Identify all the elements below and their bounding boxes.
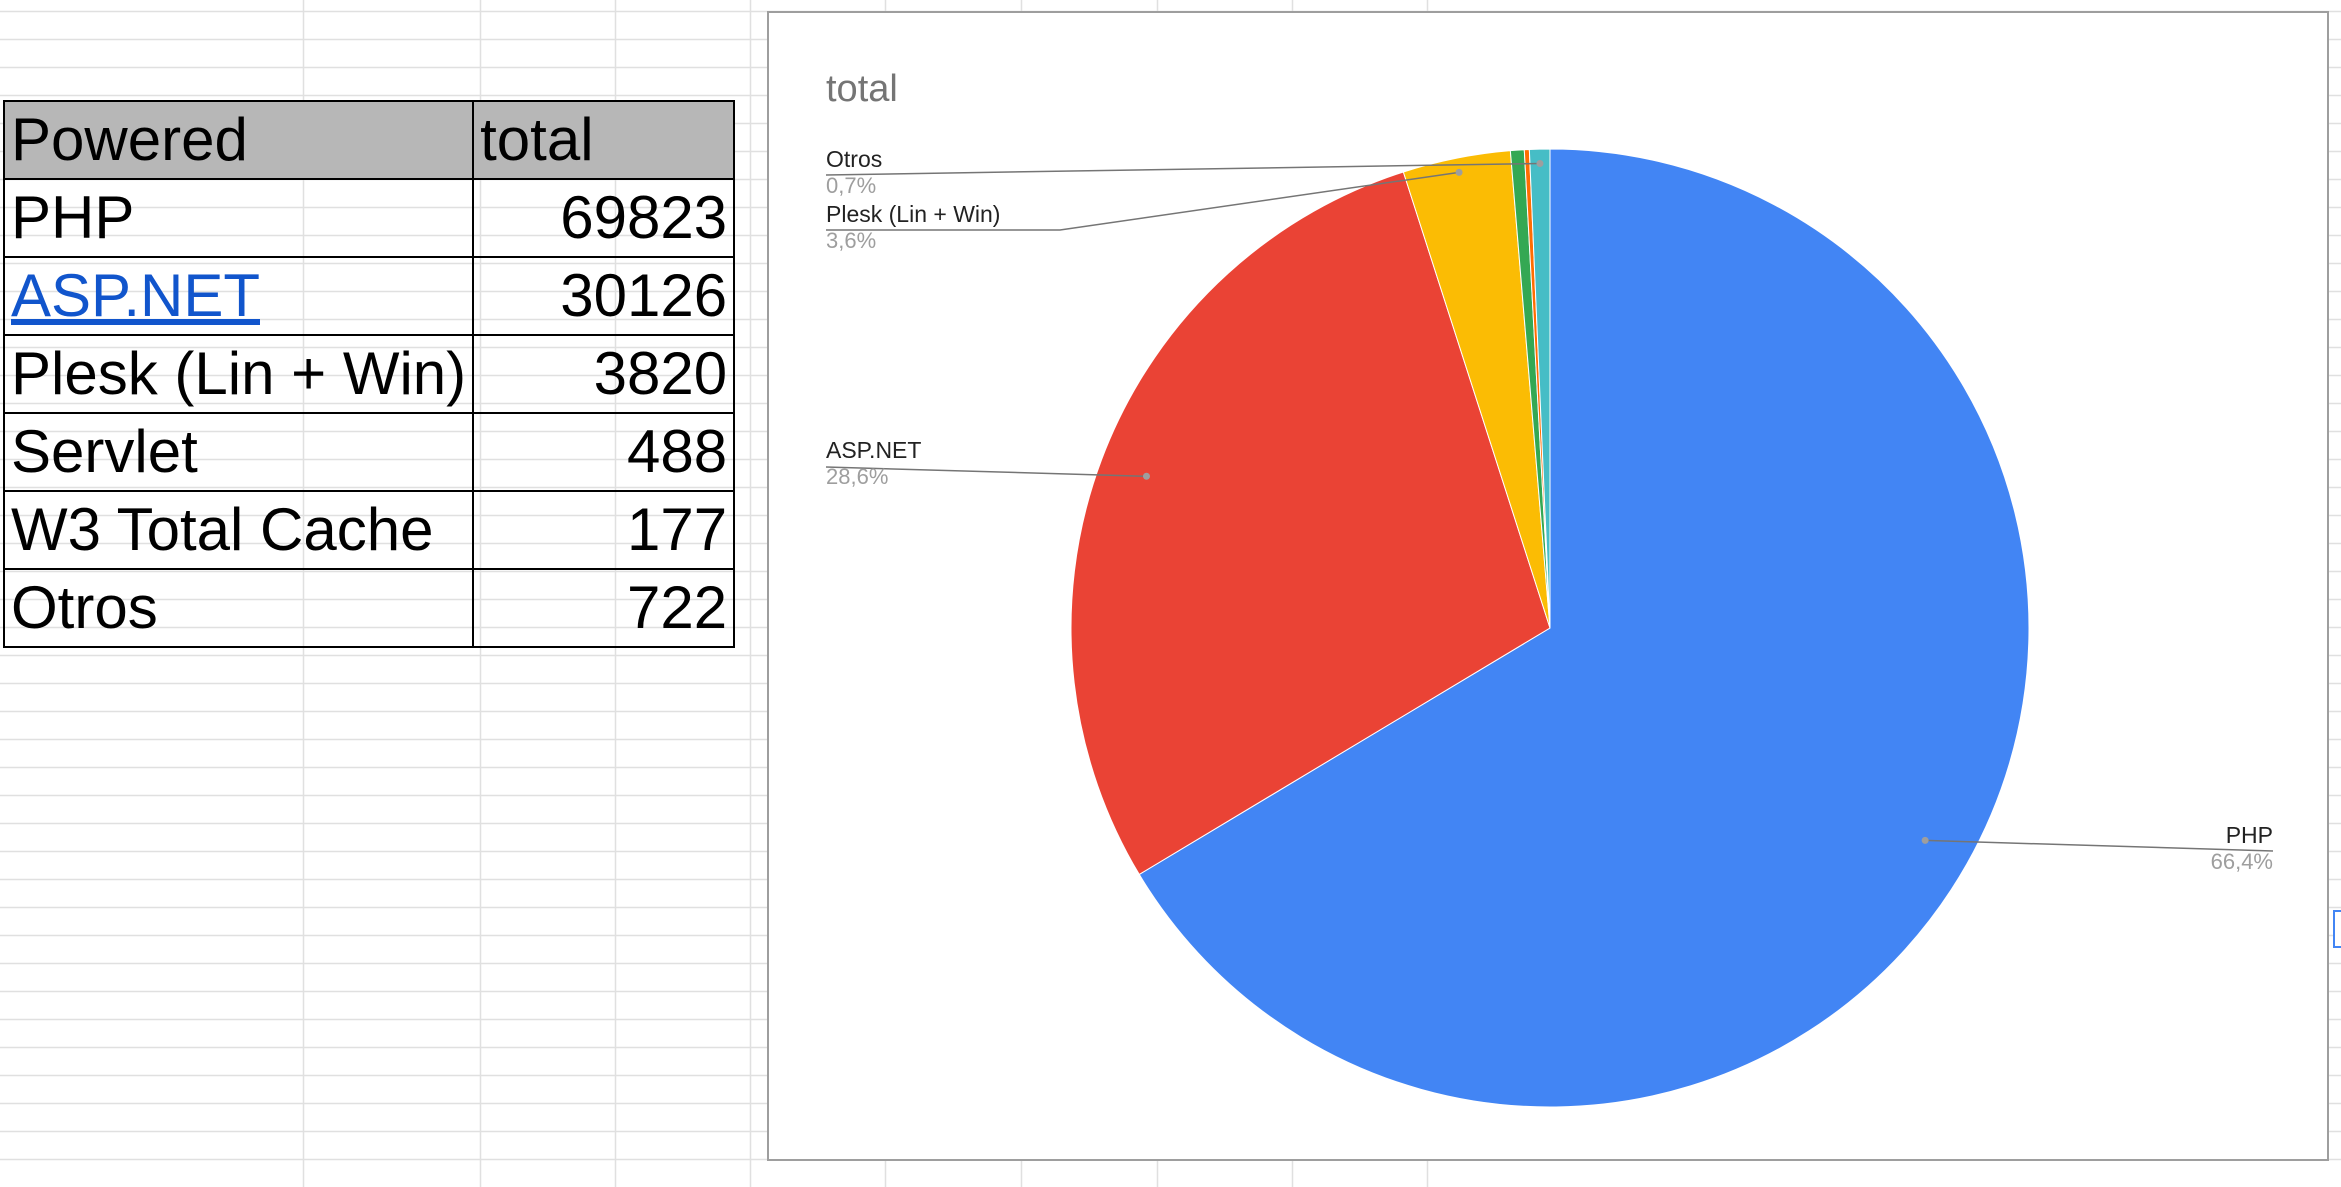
header-cell-total[interactable]: total [472, 100, 736, 180]
leader-line-php [1925, 839, 2274, 852]
pie-slice-php[interactable] [1138, 148, 2030, 1108]
data-label-percent-plesk-lin-win: 3,6% [826, 228, 876, 253]
row-label-link-cell[interactable]: ASP.NET [2, 256, 475, 336]
data-label-name-plesk-lin-win: Plesk (Lin + Win) [826, 201, 1000, 227]
row-label-cell[interactable]: Plesk (Lin + Win) [2, 334, 475, 414]
row-value-cell[interactable]: 722 [472, 568, 736, 648]
row-label-cell[interactable]: PHP [2, 178, 475, 258]
row-label-cell[interactable]: Otros [2, 568, 475, 648]
table-row: Servlet 488 [2, 412, 736, 492]
table-row: Otros 722 [2, 568, 736, 648]
data-label-name-php: PHP [2226, 822, 2273, 848]
row-value-cell[interactable]: 177 [472, 490, 736, 570]
data-label-percent-otros: 0,7% [826, 173, 876, 198]
table-header-row: Powered total [2, 100, 736, 180]
row-value-cell[interactable]: 3820 [472, 334, 736, 414]
leader-dot-asp-net [1142, 472, 1150, 480]
leader-dot-otros [1536, 159, 1544, 167]
chart-title: total [826, 68, 898, 110]
leader-dot-php [1921, 836, 1929, 844]
header-cell-powered[interactable]: Powered [2, 100, 475, 180]
data-label-name-asp-net: ASP.NET [826, 437, 921, 463]
row-value-cell[interactable]: 69823 [472, 178, 736, 258]
row-label-cell[interactable]: W3 Total Cache [2, 490, 475, 570]
data-label-percent-php: 66,4% [2211, 849, 2273, 874]
data-label-percent-asp-net: 28,6% [826, 464, 888, 489]
leader-line-asp-net [825, 466, 1147, 478]
table-row: PHP 69823 [2, 178, 736, 258]
chart-resize-handle[interactable] [2333, 910, 2341, 948]
row-value-cell[interactable]: 488 [472, 412, 736, 492]
table-row: W3 Total Cache 177 [2, 490, 736, 570]
leader-line-plesk-lin-win [826, 171, 1460, 231]
leader-dot-plesk-lin-win [1455, 168, 1463, 176]
table-row: Plesk (Lin + Win) 3820 [2, 334, 736, 414]
table-row: ASP.NET 30126 [2, 256, 736, 336]
row-label-cell[interactable]: Servlet [2, 412, 475, 492]
pie-slice-otros[interactable] [1528, 148, 1551, 629]
leader-line-otros [825, 162, 1540, 176]
pie-slice-asp-net[interactable] [1070, 171, 1551, 876]
row-value-cell[interactable]: 30126 [472, 256, 736, 336]
data-label-name-otros: Otros [826, 146, 882, 172]
data-table: Powered total PHP 69823 ASP.NET 30126 Pl… [2, 100, 736, 648]
